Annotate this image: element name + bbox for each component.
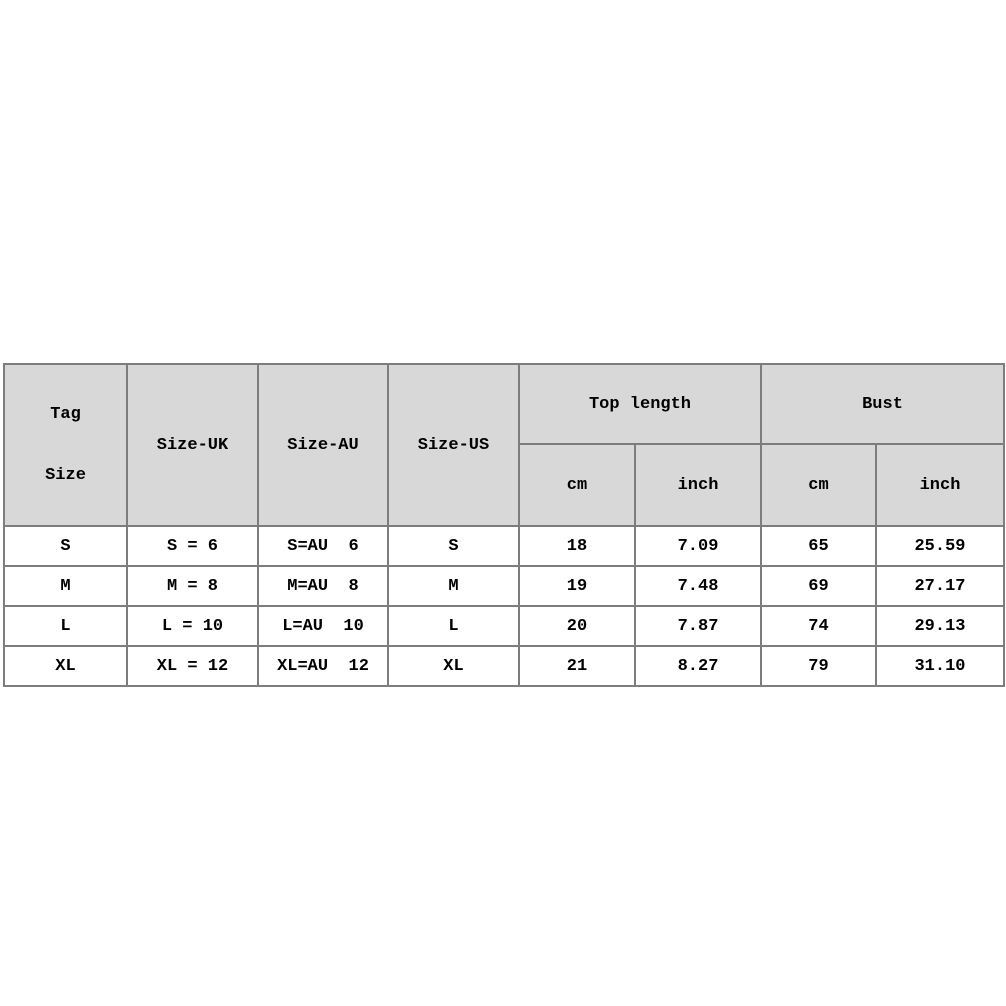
cell-size-uk: XL = 12 xyxy=(126,645,259,687)
cell-bust-inch: 25.59 xyxy=(875,525,1005,567)
cell-top-length-cm: 18 xyxy=(518,525,636,567)
header-size-au: Size-AU xyxy=(257,363,389,527)
cell-size-au: L=AU 10 xyxy=(257,605,389,647)
cell-bust-inch: 29.13 xyxy=(875,605,1005,647)
cell-bust-cm: 79 xyxy=(760,645,877,687)
cell-size-au: XL=AU 12 xyxy=(257,645,389,687)
cell-tag: S xyxy=(3,525,128,567)
header-size-us: Size-US xyxy=(387,363,520,527)
cell-tag: M xyxy=(3,565,128,607)
table-row-xl: XL XL = 12 XL=AU 12 XL 21 8.27 79 31.10 xyxy=(3,645,1005,687)
cell-top-length-cm: 19 xyxy=(518,565,636,607)
header-bust: Bust xyxy=(760,363,1005,445)
header-tag-size-line2: Size xyxy=(45,466,86,485)
cell-bust-inch: 27.17 xyxy=(875,565,1005,607)
cell-top-length-inch: 7.09 xyxy=(634,525,762,567)
header-tag-size: Tag Size xyxy=(3,363,128,527)
cell-bust-cm: 65 xyxy=(760,525,877,567)
cell-size-us: M xyxy=(387,565,520,607)
cell-top-length-cm: 21 xyxy=(518,645,636,687)
header-bust-cm: cm xyxy=(760,443,877,527)
cell-size-au: S=AU 6 xyxy=(257,525,389,567)
cell-bust-cm: 74 xyxy=(760,605,877,647)
cell-tag: L xyxy=(3,605,128,647)
header-top-length-cm: cm xyxy=(518,443,636,527)
header-size-uk: Size-UK xyxy=(126,363,259,527)
cell-size-au: M=AU 8 xyxy=(257,565,389,607)
cell-bust-cm: 69 xyxy=(760,565,877,607)
cell-size-us: L xyxy=(387,605,520,647)
cell-size-us: XL xyxy=(387,645,520,687)
cell-top-length-inch: 7.87 xyxy=(634,605,762,647)
header-bust-inch: inch xyxy=(875,443,1005,527)
size-chart-container: Tag Size Size-UK Size-AU Size-US Top len… xyxy=(3,363,1005,687)
header-tag-size-line1: Tag xyxy=(50,405,81,424)
header-top-length: Top length xyxy=(518,363,762,445)
cell-top-length-inch: 7.48 xyxy=(634,565,762,607)
cell-tag: XL xyxy=(3,645,128,687)
cell-top-length-inch: 8.27 xyxy=(634,645,762,687)
cell-bust-inch: 31.10 xyxy=(875,645,1005,687)
cell-top-length-cm: 20 xyxy=(518,605,636,647)
size-chart-table: Tag Size Size-UK Size-AU Size-US Top len… xyxy=(3,363,1005,687)
cell-size-uk: S = 6 xyxy=(126,525,259,567)
table-row-l: L L = 10 L=AU 10 L 20 7.87 74 29.13 xyxy=(3,605,1005,647)
cell-size-uk: L = 10 xyxy=(126,605,259,647)
cell-size-us: S xyxy=(387,525,520,567)
header-top-length-inch: inch xyxy=(634,443,762,527)
table-row-m: M M = 8 M=AU 8 M 19 7.48 69 27.17 xyxy=(3,565,1005,607)
table-row-s: S S = 6 S=AU 6 S 18 7.09 65 25.59 xyxy=(3,525,1005,567)
cell-size-uk: M = 8 xyxy=(126,565,259,607)
